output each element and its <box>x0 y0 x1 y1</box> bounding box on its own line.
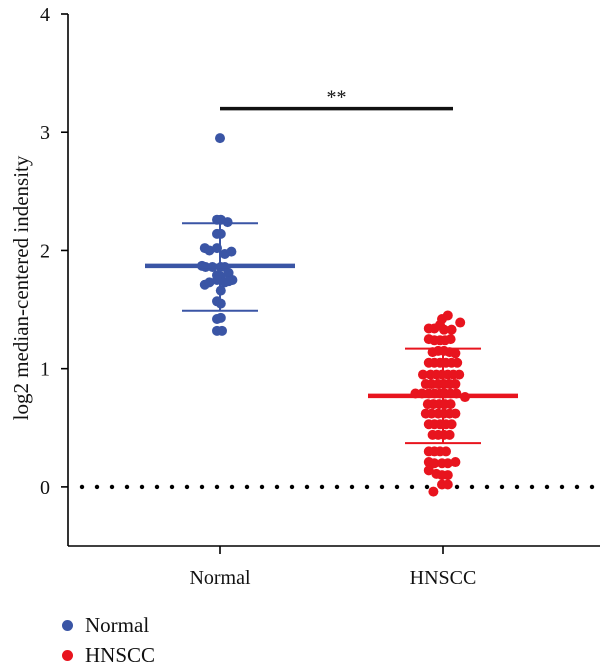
reference-line-dot <box>514 484 520 490</box>
data-point-normal <box>204 277 215 288</box>
y-tick-label: 0 <box>40 477 50 499</box>
data-point-hnscc <box>450 348 461 359</box>
reference-line-dot <box>529 484 535 490</box>
reference-line-dot <box>454 484 460 490</box>
data-point-hnscc <box>428 486 439 497</box>
reference-line-dot <box>94 484 100 490</box>
y-tick-label: 2 <box>40 240 50 262</box>
reference-line-dot <box>499 484 505 490</box>
reference-line-dot <box>259 484 265 490</box>
reference-line-dot <box>169 484 175 490</box>
y-axis-label: log2 median-centered indensity <box>9 155 33 420</box>
reference-line-dot <box>214 484 220 490</box>
reference-line-dot <box>574 484 580 490</box>
reference-line-dot <box>394 484 400 490</box>
data-point-hnscc <box>442 458 453 469</box>
reference-line-dot <box>334 484 340 490</box>
data-point-hnscc <box>442 470 453 481</box>
significance-label: ** <box>327 87 347 109</box>
y-tick-label: 3 <box>40 122 50 144</box>
scatter-chart: 0 1 2 3 4 Normal HNSCC log2 median-centered i… <box>9 4 600 589</box>
data-point-hnscc <box>446 324 457 335</box>
data-point-hnscc <box>444 429 455 440</box>
reference-line-dot <box>379 484 385 490</box>
reference-line-dot <box>304 484 310 490</box>
reference-line-dot <box>589 484 595 490</box>
x-tick-label: HNSCC <box>410 567 477 589</box>
axes <box>67 14 600 547</box>
reference-line-dot <box>364 484 370 490</box>
data-point-normal <box>204 245 215 256</box>
reference-line-dot <box>409 484 415 490</box>
data-point-hnscc <box>450 379 461 390</box>
reference-line-dot <box>109 484 115 490</box>
legend-marker-normal <box>62 619 73 631</box>
legend-item-hnscc: HNSCC <box>62 640 155 670</box>
data-point-hnscc <box>455 317 466 328</box>
reference-line-dot <box>229 484 235 490</box>
legend: Normal HNSCC <box>62 610 155 670</box>
data-point-normal <box>226 246 237 257</box>
reference-line-dot <box>79 484 85 490</box>
data-point-hnscc <box>439 324 449 335</box>
y-axis-ticks: 0 1 2 3 4 <box>40 4 68 499</box>
reference-line-dot <box>424 484 430 490</box>
data-points <box>197 133 470 497</box>
data-point-hnscc <box>442 479 453 490</box>
data-point-hnscc <box>446 419 457 430</box>
legend-item-normal: Normal <box>62 610 155 640</box>
reference-line-dot <box>349 484 355 490</box>
reference-line-dot <box>544 484 550 490</box>
x-axis-ticks: Normal HNSCC <box>189 546 476 589</box>
legend-marker-hnscc <box>62 649 73 661</box>
significance-bracket: ** <box>220 87 453 111</box>
data-point-hnscc <box>454 369 465 380</box>
data-point-normal <box>217 325 227 336</box>
y-tick-label: 1 <box>40 359 50 381</box>
data-point-hnscc <box>445 334 456 345</box>
reference-line-dot <box>139 484 145 490</box>
reference-line-dot <box>274 484 280 490</box>
y-tick-label: 4 <box>40 4 50 26</box>
reference-line-dot <box>184 484 190 490</box>
data-point-hnscc <box>450 457 461 468</box>
reference-line-dot <box>199 484 205 490</box>
legend-label-hnscc: HNSCC <box>85 642 156 667</box>
data-point-normal <box>215 312 226 323</box>
data-point-hnscc <box>429 458 440 469</box>
mean-sd-bars <box>145 222 518 445</box>
reference-line-dot <box>124 484 130 490</box>
data-point-hnscc <box>450 408 461 419</box>
reference-line-dot <box>289 484 295 490</box>
data-point-hnscc <box>452 357 463 368</box>
legend-label-normal: Normal <box>85 612 150 637</box>
data-point-hnscc <box>423 465 434 476</box>
data-point-hnscc <box>441 446 451 457</box>
x-tick-label: Normal <box>189 567 251 589</box>
reference-line-dot <box>484 484 490 490</box>
data-point-normal <box>215 133 225 144</box>
data-point-normal <box>222 217 233 228</box>
data-point-hnscc <box>445 399 456 410</box>
zero-reference-line <box>79 484 595 490</box>
reference-line-dot <box>559 484 565 490</box>
reference-line-dot <box>244 484 250 490</box>
reference-line-dot <box>469 484 475 490</box>
data-point-normal <box>223 276 234 287</box>
reference-line-dot <box>154 484 160 490</box>
reference-line-dot <box>319 484 325 490</box>
data-point-hnscc <box>418 369 428 380</box>
